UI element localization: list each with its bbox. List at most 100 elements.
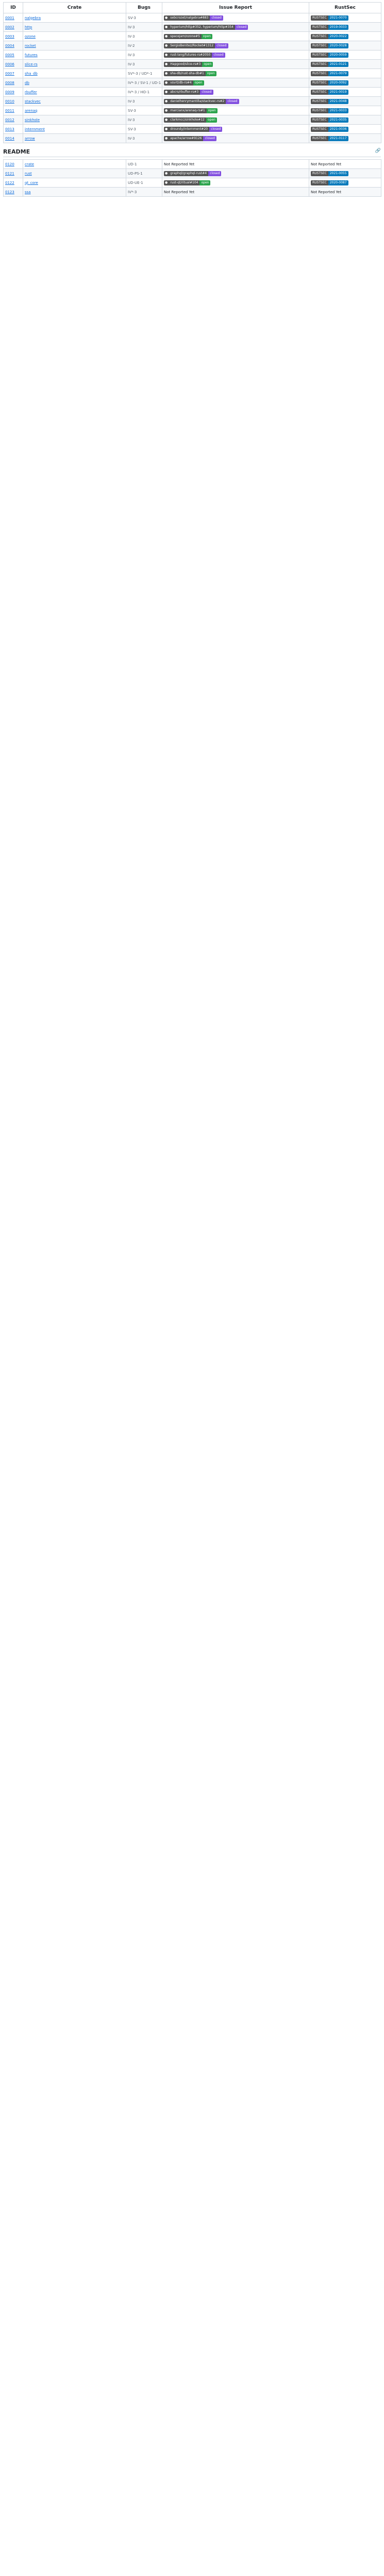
rustsec-badge[interactable]: RUSTSEC 2019-0033 [311,24,348,30]
table-row: 0122 qt_core UD-UE-1 ● rust-qt/ritual#104 ope… [3,178,381,188]
cell-bugs: IV-3 [126,22,162,32]
issue-badge[interactable]: ● droundy/internment#20 closed [164,126,223,132]
cell-rustsec: Not Reported Yet [309,159,381,169]
crate-link[interactable]: arenaq [25,108,38,113]
issue-badge[interactable]: ● marcianx/arenaq-rs#1 open [164,108,218,113]
crate-link[interactable]: ozone [25,34,36,39]
github-icon: ● [164,117,169,123]
table-row: 0002 http IV-3 ● hyperium/http#352, hyperium… [3,22,381,32]
crate-link[interactable]: http [25,25,32,29]
github-icon: ● [164,108,169,113]
table-header-row: ID Crate Bugs Issue Report RustSec [3,2,381,13]
rustsec-badge[interactable]: RUSTSEC 2021-0048 [311,98,348,104]
id-link[interactable]: 0012 [5,117,14,122]
issue-badge[interactable]: ● vsvrt/db-rs#4 open [164,80,204,86]
id-link[interactable]: 0123 [5,190,14,194]
issue-ref: sha-db/rust-sha-db#1 [169,71,206,76]
crate-link[interactable]: arrow [25,136,35,141]
github-icon: ● [164,15,169,21]
issue-badge[interactable]: ● spacejam/ozone#5 open [164,33,212,39]
issue-badge[interactable]: ● Hapgood/slice-rs#3 open [164,61,213,67]
rustsec-badge[interactable]: RUSTSEC 2021-0121 [311,61,348,67]
id-link[interactable]: 0002 [5,25,14,29]
rustsec-badge[interactable]: RUSTSEC 2021-0036 [311,126,348,132]
cell-rustsec: RUSTSEC 2020-0092 [309,78,381,88]
rustsec-badge[interactable]: RUSTSEC 2021-0079 [311,71,348,76]
header-id: ID [3,2,23,13]
id-link[interactable]: 0009 [5,90,14,94]
rustsec-badge[interactable]: RUSTSEC 2021-0117 [311,135,348,141]
issue-badge[interactable]: ● sha-db/rust-sha-db#1 open [164,71,216,76]
crate-link[interactable]: slice-rs [25,62,38,66]
crate-link[interactable]: futures [25,53,38,57]
issue-badge[interactable]: ● hyperium/http#352, hyperium/http#354 clo… [164,24,248,30]
issue-badge[interactable]: ● rust-lang/futures-rs#2050 closed [164,52,225,58]
cell-bugs: SV-3 [126,106,162,115]
rustsec-id: 2021-0055 [328,171,348,176]
rustsec-label: RUSTSEC [311,43,328,48]
crate-link[interactable]: internment [25,127,45,131]
crate-link[interactable]: rust [25,171,32,176]
id-link[interactable]: 0008 [5,80,14,85]
issue-badge[interactable]: ● sebcrozet/nalgebra#883 closed [164,15,223,21]
cell-id: 0012 [3,115,23,125]
crate-link[interactable]: sha_db [25,71,38,76]
id-link[interactable]: 0122 [5,180,14,185]
crate-link[interactable]: qt_core [25,180,38,185]
crate-link[interactable]: db [25,80,29,85]
crate-link[interactable]: nalgebra [25,15,41,20]
issue-ref: droundy/internment#20 [169,126,210,132]
rustsec-badge[interactable]: RUSTSEC 2020-0022 [311,33,348,39]
issue-badge[interactable]: ● apache/arrow#9126 closed [164,135,216,141]
crate-link[interactable]: rocket [25,43,36,48]
rustsec-badge[interactable]: RUSTSEC 2021-0055 [311,171,348,176]
rustsec-badge[interactable]: RUSTSEC 2021-0019 [311,89,348,95]
crate-link[interactable]: rbuffer [25,90,37,94]
rustsec-badge[interactable]: RUSTSEC 2020-0059 [311,52,348,58]
id-link[interactable]: 0120 [5,162,14,166]
issue-state: closed [226,98,239,104]
github-icon: ● [164,71,169,76]
cell-issue: ● vsvrt/db-rs#4 open [162,78,309,88]
rustsec-badge[interactable]: RUSTSEC 2021-0070 [311,15,348,21]
rustsec-badge[interactable]: RUSTSEC 2021-0033 [311,108,348,113]
issue-badge[interactable]: ● abcrs/rbuffer-rs#3 closed [164,89,213,95]
rustsec-badge[interactable]: RUSTSEC 2020-0087 [311,180,348,185]
crate-link[interactable]: crate [25,162,35,166]
issue-badge[interactable]: ● graphql/graphql-rust#4 closed [164,171,222,176]
cell-crate: crate [23,159,126,169]
id-link[interactable]: 0006 [5,62,14,66]
id-link[interactable]: 0001 [5,15,14,20]
id-link[interactable]: 0010 [5,99,14,104]
id-link[interactable]: 0004 [5,43,14,48]
cell-id: 0122 [3,178,23,188]
id-link[interactable]: 0005 [5,53,14,57]
issue-badge[interactable]: ● SergioBenitez/Rocket#1312 closed [164,43,228,48]
issue-ref: SergioBenitez/Rocket#1312 [169,43,215,48]
rustsec-badge[interactable]: RUSTSEC 2021-0035 [311,117,348,123]
crate-link[interactable]: ssa [25,190,31,194]
link-icon[interactable]: 🔗 [375,148,381,154]
id-link[interactable]: 0014 [5,136,14,141]
rustsec-id: 2020-0022 [328,33,348,39]
cell-issue: ● droundy/internment#20 closed [162,124,309,134]
rustsec-id: 2021-0121 [328,61,348,67]
rustsec-badge[interactable]: RUSTSEC 2020-0092 [311,80,348,86]
issue-badge[interactable]: ● clarkmcc/sinkhole#12 open [164,117,217,123]
issue-badge[interactable]: ● danielhenrymantilla/stackvec-rs#2 closed [164,98,239,104]
cell-id: 0011 [3,106,23,115]
crate-link[interactable]: stackvec [25,99,41,104]
rustsec-badge[interactable]: RUSTSEC 2020-0028 [311,43,348,48]
id-link[interactable]: 0007 [5,71,14,76]
id-link[interactable]: 0003 [5,34,14,39]
cell-bugs: IV-3 [126,115,162,125]
cell-rustsec: RUSTSEC 2021-0117 [309,133,381,143]
issue-badge[interactable]: ● rust-qt/ritual#104 open [164,180,211,185]
id-link[interactable]: 0011 [5,108,14,113]
id-link[interactable]: 0013 [5,127,14,131]
rustsec-id: 2021-0035 [328,117,348,123]
cell-issue: Not Reported Yet [162,159,309,169]
cell-issue: ● sha-db/rust-sha-db#1 open [162,69,309,78]
id-link[interactable]: 0121 [5,171,14,176]
crate-link[interactable]: sinkhole [25,117,40,122]
